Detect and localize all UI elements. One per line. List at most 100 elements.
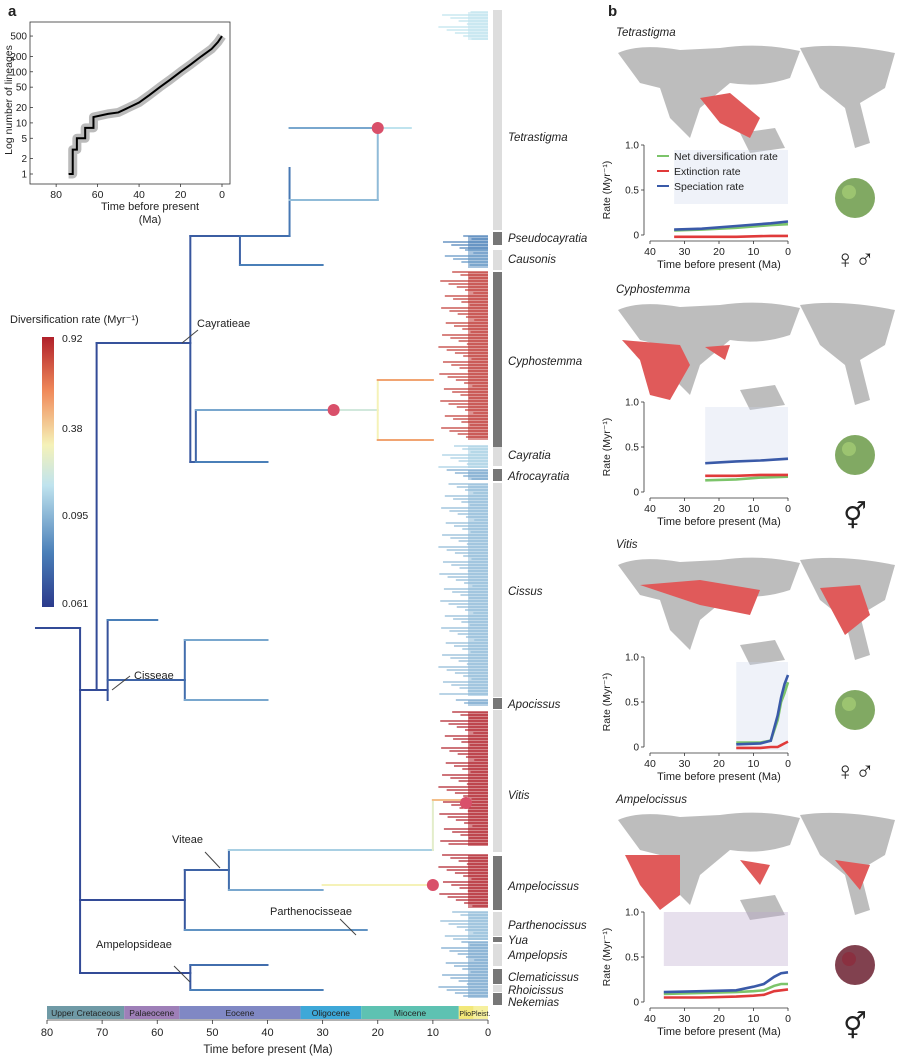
ltt-ytick-label: 50 xyxy=(16,83,28,94)
tip-fill xyxy=(468,712,488,846)
clade-bar xyxy=(493,937,502,942)
clade-label: Yua xyxy=(508,935,528,947)
rate-xtick-label: 30 xyxy=(679,1013,691,1025)
distribution-map xyxy=(618,812,895,920)
genus-title: Cyphostemma xyxy=(616,284,690,296)
rate-xlabel: Time before present (Ma) xyxy=(657,1026,781,1038)
colorbar: Diversification rate (Myr⁻¹) 0.92 0.38 0… xyxy=(10,314,139,610)
rate-shift-node xyxy=(426,879,439,891)
map-range xyxy=(820,585,870,635)
rate-series-line xyxy=(736,674,790,746)
rate-ytick-label: 0.5 xyxy=(625,443,639,454)
clade-bar xyxy=(493,985,502,992)
rate-xtick-label: 30 xyxy=(679,246,691,258)
clade-bar xyxy=(493,469,502,481)
clade-bar xyxy=(493,993,502,1005)
epoch-band xyxy=(300,1006,362,1019)
clade-bar xyxy=(493,483,502,697)
tip-fill xyxy=(468,12,488,40)
colorbar-title: Diversification rate (Myr⁻¹) xyxy=(10,314,139,326)
colorbar-gradient xyxy=(42,337,54,607)
ltt-xtick-label: 40 xyxy=(133,189,145,201)
flower-photo-highlight xyxy=(842,442,856,456)
rate-ytick-label: 0.5 xyxy=(625,186,639,197)
epoch-band xyxy=(179,1006,301,1019)
flower-photo-highlight xyxy=(842,697,856,711)
clade-label: Cissus xyxy=(508,586,543,598)
rate-xtick-label: 0 xyxy=(785,246,791,258)
tree-xtick-label: 70 xyxy=(96,1027,108,1039)
ltt-ylabel: Log number of lineages xyxy=(3,45,15,155)
epoch-label: Plio. xyxy=(459,1011,473,1018)
rate-series-line xyxy=(663,971,789,994)
tree-xtick-label: 20 xyxy=(372,1027,384,1039)
ltt-ytick-label: 10 xyxy=(16,118,28,129)
flower-photo-highlight xyxy=(842,185,856,199)
epoch-label: Pleist. xyxy=(471,1011,490,1018)
rate-xtick-label: 20 xyxy=(713,503,725,515)
rate-xtick-label: 20 xyxy=(713,1013,725,1025)
legend-label: Net diversification rate xyxy=(674,151,778,163)
ltt-xtick-label: 60 xyxy=(92,189,104,201)
tribe-label: Viteae xyxy=(172,834,203,846)
clade-label: Cyphostemma xyxy=(508,356,582,368)
map-range xyxy=(705,345,730,360)
tip-fill xyxy=(468,446,488,468)
rate-uncertainty xyxy=(674,150,788,204)
tree-xtick-label: 40 xyxy=(261,1027,273,1039)
clade-bar xyxy=(493,272,502,460)
rate-xtick-label: 40 xyxy=(644,758,656,770)
rate-ytick-label: 0 xyxy=(633,488,639,499)
tip-fill xyxy=(468,484,488,696)
clade-label: Causonis xyxy=(508,254,556,266)
epoch-band xyxy=(124,1006,180,1019)
tip-ribbons xyxy=(438,11,488,998)
genus-title: Tetrastigma xyxy=(616,27,676,39)
clade-bar xyxy=(493,912,502,936)
rate-ytick-label: 1.0 xyxy=(625,908,639,919)
map-range xyxy=(740,860,770,885)
tree-xtick-label: 80 xyxy=(41,1027,53,1039)
rate-ytick-label: 0.5 xyxy=(625,953,639,964)
tree-xtick-label: 50 xyxy=(206,1027,218,1039)
rate-ytick-label: 0 xyxy=(633,743,639,754)
epoch-label: Oligocene xyxy=(312,1008,351,1018)
epoch-band xyxy=(458,1006,474,1019)
rate-series-line xyxy=(663,982,788,996)
rate-xtick-label: 40 xyxy=(644,503,656,515)
rate-xtick-label: 0 xyxy=(785,1013,791,1025)
epoch-label: Upper Cretaceous xyxy=(51,1008,120,1018)
tip-fill xyxy=(468,912,488,940)
rate-xtick-label: 10 xyxy=(748,503,760,515)
tree-xtick-label: 30 xyxy=(317,1027,329,1039)
map-australia xyxy=(740,640,785,665)
flower-photo xyxy=(835,435,875,475)
clade-bar xyxy=(493,447,502,466)
clade-bars: Tetrastigma Pseudocayratia Causonis Cyphost… xyxy=(493,10,587,1009)
clade-label: Parthenocissus xyxy=(508,920,587,932)
rate-series-line xyxy=(663,988,789,999)
rate-ytick-label: 1.0 xyxy=(625,653,639,664)
clade-label: Ampelocissus xyxy=(507,881,579,893)
map-americas xyxy=(800,302,895,405)
rate-xlabel: Time before present (Ma) xyxy=(657,771,781,783)
rate-series-line xyxy=(705,475,789,482)
rate-xtick-label: 30 xyxy=(679,503,691,515)
rate-series-line xyxy=(674,234,788,239)
tribe-arrow xyxy=(204,851,221,869)
map-eurasia-africa xyxy=(618,812,800,905)
ltt-xtick-label: 80 xyxy=(50,189,62,201)
flower-photo-highlight xyxy=(842,952,856,966)
tribe-arrow xyxy=(173,965,191,983)
rate-xtick-label: 40 xyxy=(644,246,656,258)
rate-ylabel: Rate (Myr⁻¹) xyxy=(601,161,613,220)
clade-bar xyxy=(493,969,502,984)
tribe-labels: Cayratieae Cisseae Viteae Parthenocissea… xyxy=(96,318,357,983)
tip-fill xyxy=(468,250,488,268)
tribe-label: Cisseae xyxy=(134,670,174,682)
ltt-xtick-label: 20 xyxy=(175,189,187,201)
tree-xtick-label: 0 xyxy=(485,1027,491,1039)
sex-symbol: ♀♂ xyxy=(836,756,875,786)
rate-uncertainty xyxy=(705,407,788,461)
